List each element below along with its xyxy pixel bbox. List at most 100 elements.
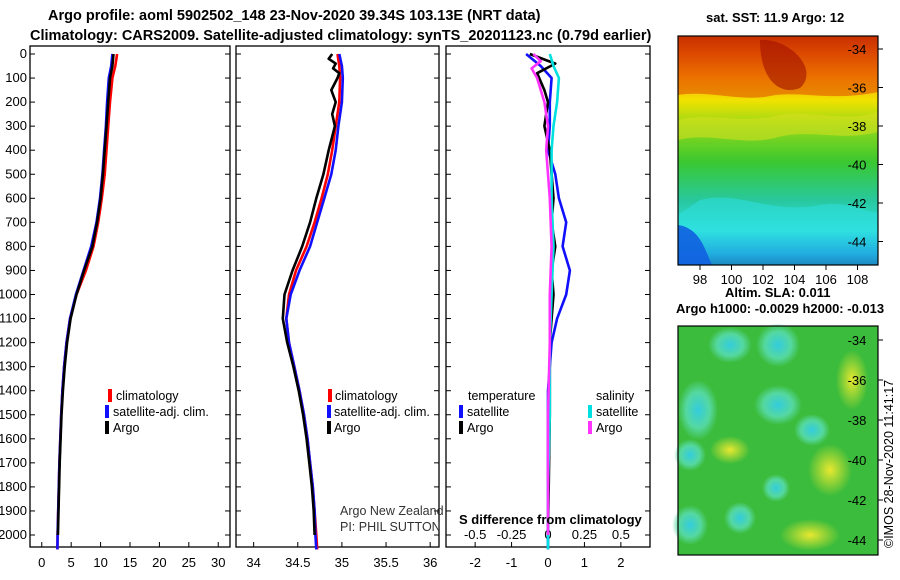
sla-map-blob — [724, 502, 756, 534]
map-y-tick-label: -38 — [848, 119, 867, 134]
legend-label-climatology: climatology — [116, 389, 179, 403]
map-x-tick-label: 100 — [721, 272, 743, 287]
y-tick-label: 0 — [20, 46, 27, 61]
map-y-tick-label: -34 — [848, 42, 867, 57]
series-line-climatology — [56, 53, 119, 550]
sla-map-frame — [677, 325, 879, 556]
legend-label-argo: Argo — [334, 421, 360, 435]
salinity-legend: climatology satellite-adj. clim. Argo — [327, 389, 430, 435]
map-y-tick-label: -36 — [848, 81, 867, 96]
y-tick-label: 100 — [5, 70, 27, 85]
x-tick-label: 35.5 — [373, 555, 398, 570]
map-y-tick-label: -44 — [848, 235, 867, 250]
x-tick-label: 15 — [123, 555, 137, 570]
series-line-salinity-argo — [530, 53, 553, 535]
y-tick-label: 1800 — [0, 479, 27, 494]
legend-swatch-temp-satellite — [459, 405, 463, 418]
legend-label-argo: Argo — [113, 421, 139, 435]
y-tick-label: 900 — [5, 262, 27, 277]
series-line-argo — [281, 53, 341, 536]
top-axis-label: 0.25 — [572, 527, 597, 542]
legend-label-sal-satellite: satellite — [596, 405, 638, 419]
map-y-tick-label: -40 — [848, 158, 867, 173]
y-tick-label: 1900 — [0, 503, 27, 518]
legend-swatch-satellite — [327, 405, 331, 418]
x-tick-label: 36 — [423, 555, 437, 570]
y-tick-label: 1400 — [0, 383, 27, 398]
map-y-tick-label: -40 — [848, 453, 867, 468]
legend-swatch-argo — [105, 421, 109, 434]
x-tick-label: 1 — [581, 555, 588, 570]
legend-title-salinity: salinity — [596, 389, 635, 403]
y-tick-label: 1100 — [0, 311, 27, 326]
legend-label-sal-argo: Argo — [596, 421, 622, 435]
temperature-legend: climatology satellite-adj. clim. Argo — [105, 389, 209, 435]
sla-map-blob — [708, 327, 752, 363]
sla-map-blob — [754, 385, 802, 425]
legend-swatch-satellite — [105, 405, 109, 418]
sla-map-blob — [756, 323, 800, 367]
map-x-tick-label: 104 — [784, 272, 806, 287]
legend-swatch-sal-satellite — [588, 405, 592, 418]
legend-label-climatology: climatology — [335, 389, 398, 403]
x-tick-label: 30 — [211, 555, 225, 570]
map-x-tick-label: 108 — [847, 272, 869, 287]
x-tick-label: 20 — [152, 555, 166, 570]
legend-label-temp-argo: Argo — [467, 421, 493, 435]
salinity-panel — [235, 45, 440, 548]
sst-map-yellow-band — [678, 112, 878, 141]
sla-map-blob — [794, 414, 830, 446]
y-tick-label: 200 — [5, 94, 27, 109]
sla-map-yellow-patch — [780, 519, 840, 551]
sla-map-title-line2: Argo h1000: -0.0029 h2000: -0.013 — [676, 301, 884, 316]
top-axis-label: -0.5 — [464, 527, 486, 542]
y-tick-label: 300 — [5, 118, 27, 133]
x-tick-label: 0 — [38, 555, 45, 570]
sst-map — [677, 35, 879, 266]
sst-map-warm-eddy — [760, 39, 807, 90]
sla-map-blob — [678, 380, 718, 440]
difference-legend: temperature salinity satellite Argo sate… — [459, 389, 638, 435]
sst-map-cold-corner — [678, 225, 712, 265]
x-tick-label: 34 — [246, 555, 260, 570]
legend-swatch-temp-argo — [459, 421, 463, 434]
sla-map-title-line1: Altim. SLA: 0.011 — [725, 285, 830, 300]
map-y-tick-label: -38 — [848, 413, 867, 428]
map-y-tick-label: -36 — [848, 373, 867, 388]
map-y-tick-label: -34 — [848, 333, 867, 348]
legend-swatch-climatology — [328, 389, 332, 402]
legend-label-temp-satellite: satellite — [467, 405, 509, 419]
y-tick-label: 1700 — [0, 455, 27, 470]
top-axis-label: -0.25 — [497, 527, 527, 542]
y-tick-label: 700 — [5, 214, 27, 229]
sla-map-blob — [762, 474, 790, 502]
legend-label-satellite: satellite-adj. clim. — [334, 405, 430, 419]
y-tick-label: 400 — [5, 142, 27, 157]
series-line-argo — [56, 53, 115, 536]
top-axis-label: 0.5 — [612, 527, 630, 542]
y-tick-label: 1500 — [0, 407, 27, 422]
sla-map-yellow-patch — [808, 444, 852, 496]
y-tick-label: 2000 — [0, 527, 27, 542]
difference-title: S difference from climatology — [459, 512, 643, 527]
y-tick-label: 1300 — [0, 359, 27, 374]
x-tick-label: 2 — [617, 555, 624, 570]
legend-swatch-climatology — [108, 389, 112, 402]
sla-map — [672, 323, 879, 556]
y-tick-label: 600 — [5, 190, 27, 205]
x-tick-label: 25 — [182, 555, 196, 570]
x-tick-label: 10 — [93, 555, 107, 570]
sla-map-blob — [672, 505, 708, 545]
x-tick-label: -2 — [469, 555, 481, 570]
legend-label-satellite: satellite-adj. clim. — [113, 405, 209, 419]
tick-layer: 0 5 10 15 20 25 300100200300400500600700800900… — [0, 46, 650, 570]
x-tick-label: 0 — [544, 555, 551, 570]
y-tick-label: 1200 — [0, 335, 27, 350]
legend-swatch-argo — [327, 421, 331, 434]
sla-map-blob — [674, 439, 706, 471]
map-y-tick-label: -42 — [848, 493, 867, 508]
y-tick-label: 800 — [5, 238, 27, 253]
legend-swatch-sal-argo — [588, 421, 592, 434]
y-tick-label: 500 — [5, 166, 27, 181]
